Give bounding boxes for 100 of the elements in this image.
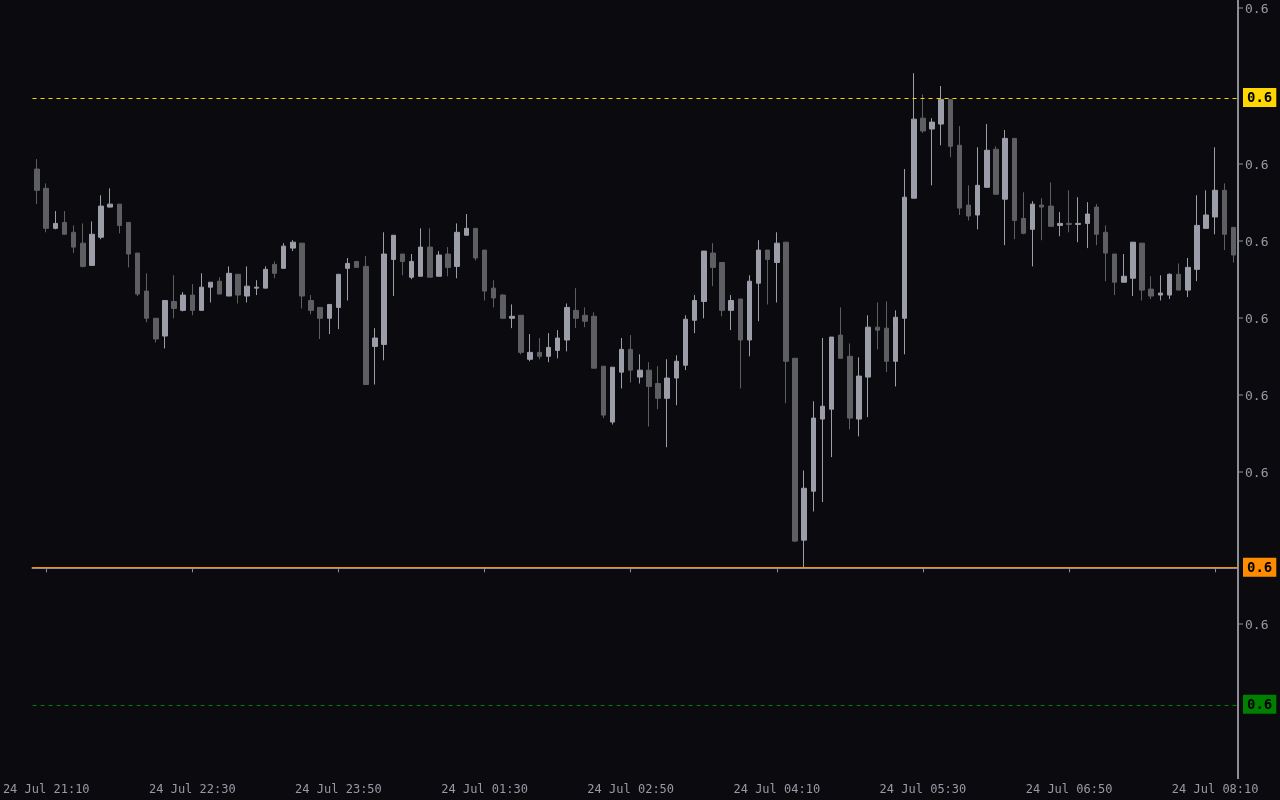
candlestick (473, 227, 478, 261)
candlestick (774, 231, 780, 303)
candlestick (1112, 253, 1117, 296)
candlestick (1158, 274, 1163, 301)
x-tick-label: 24 Jul 04:10 (733, 782, 821, 796)
candlestick (783, 241, 789, 404)
candlestick (710, 242, 716, 287)
candlestick (281, 242, 286, 269)
candlestick (756, 239, 761, 322)
candlestick (719, 261, 725, 317)
candlestick (500, 293, 506, 319)
candlestick (728, 294, 734, 331)
candlestick (692, 294, 697, 334)
candlestick (391, 234, 396, 297)
text: 0.6 (1245, 387, 1269, 403)
candlestick (1203, 189, 1209, 229)
candlestick (509, 303, 515, 329)
candlestick (929, 117, 935, 186)
x-tick-label: 24 Jul 01:30 (441, 782, 528, 796)
candlestick (1039, 197, 1044, 241)
candlestick (445, 246, 451, 277)
candlestick (902, 168, 907, 355)
candlestick (1075, 196, 1081, 243)
candlestick (646, 361, 652, 427)
candlestick (537, 337, 542, 360)
candlestick (628, 334, 633, 384)
candlestick (1176, 262, 1181, 291)
candlestick (610, 366, 615, 426)
candlestick (555, 329, 560, 359)
candlestick (582, 306, 588, 328)
candlestick (71, 224, 76, 254)
candlestick (975, 146, 980, 230)
candlestick (801, 469, 807, 568)
candlestick (674, 354, 679, 406)
candlestick (920, 93, 926, 134)
candlestick (171, 274, 177, 319)
candlestick (820, 337, 825, 503)
candlestick (345, 257, 350, 301)
candlestick (327, 303, 332, 335)
candlestick (811, 400, 816, 512)
candlestick (135, 252, 140, 297)
text: 0.6 (1247, 559, 1273, 576)
candlestick (317, 306, 323, 340)
candlestick (738, 298, 743, 389)
candlestick (199, 272, 204, 311)
x-tick-label: 24 Jul 06:50 (1025, 782, 1113, 796)
x-tick-label: 24 Jul 21:10 (2, 782, 90, 796)
candlestick (290, 239, 296, 252)
candlestick (546, 332, 551, 363)
text: 0.6 (1245, 156, 1269, 172)
text: 0.6 (1245, 0, 1269, 16)
candlestick (107, 187, 113, 208)
candlestick (1185, 257, 1191, 298)
candlestick (1222, 182, 1227, 251)
candlestick (527, 333, 533, 362)
candlestick (180, 291, 186, 312)
candlestick (1212, 146, 1218, 235)
candlestick (984, 123, 990, 188)
candlestick (1066, 189, 1072, 233)
candlestick (591, 311, 597, 369)
candlestick (664, 358, 670, 448)
candlestick (34, 158, 40, 205)
candlestick (98, 194, 104, 240)
candlestick (1148, 275, 1154, 300)
candlestick (117, 203, 122, 234)
candlestick (372, 327, 378, 385)
candlestick (226, 265, 232, 297)
candlestick (957, 125, 962, 216)
candlestick (254, 279, 259, 296)
candlestick (966, 184, 971, 221)
text: 0.6 (1245, 233, 1269, 249)
candlestick (683, 314, 688, 371)
candlestick (482, 249, 487, 301)
candlestick (1048, 181, 1054, 227)
candlestick (1121, 253, 1127, 283)
x-tick-label: 24 Jul 08:10 (1171, 782, 1259, 796)
candlestick (1012, 137, 1017, 240)
candlestick (80, 222, 86, 268)
text: 0.6 (1245, 310, 1269, 326)
candlestick (454, 222, 460, 279)
candlestick (89, 220, 95, 266)
candlestick (409, 253, 414, 280)
candlestick (1002, 129, 1008, 246)
candlestick (829, 336, 834, 458)
candlestick (993, 145, 999, 195)
candlestick (144, 272, 149, 323)
candlestick (1130, 241, 1136, 297)
candlestick (893, 309, 898, 387)
candlestick (518, 314, 524, 355)
candlestick (336, 273, 341, 330)
x-tick-label: 24 Jul 22:30 (148, 782, 236, 796)
candlestick (573, 287, 579, 329)
candlestick (1057, 211, 1063, 237)
candlestick (208, 281, 213, 303)
candlestick (217, 276, 222, 295)
candlestick (153, 317, 159, 343)
candlestick (911, 72, 917, 199)
candlestick (162, 299, 168, 349)
candlestick (272, 260, 277, 279)
candlestick (1021, 191, 1026, 235)
